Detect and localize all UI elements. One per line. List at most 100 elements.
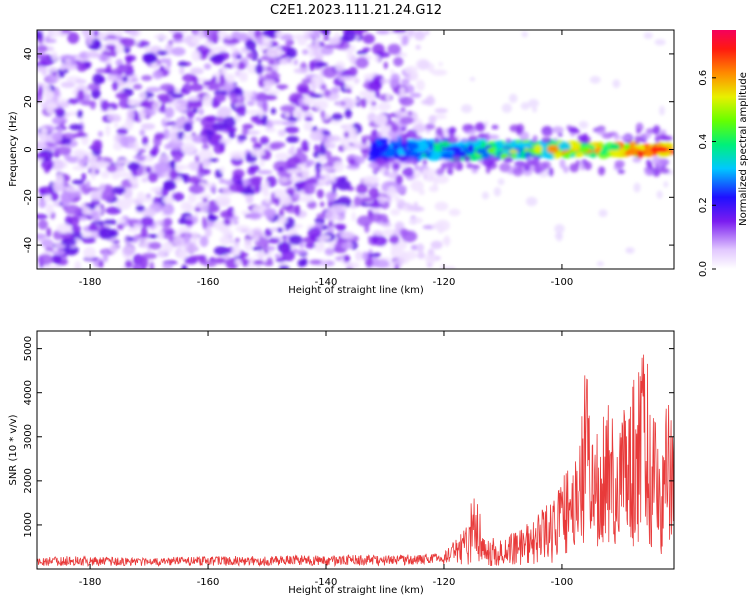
heatmap-cell	[293, 67, 310, 74]
heatmap-cell	[127, 227, 140, 233]
heatmap-cell	[643, 32, 653, 39]
heatmap-cell	[235, 258, 242, 266]
heatmap-cell	[107, 113, 121, 122]
heatmap-cell	[166, 57, 172, 68]
heatmap-cell	[313, 144, 320, 152]
heatmap-cell	[410, 180, 424, 192]
heatmap-cell	[224, 34, 234, 40]
heatmap-cell	[491, 124, 499, 130]
heatmap-cell	[415, 79, 425, 91]
heatmap-cell	[323, 36, 330, 41]
heatmap-cell	[41, 70, 47, 76]
heatmap-cell	[263, 180, 270, 192]
heatmap-band-cell	[433, 146, 443, 152]
heatmap-band-cell	[589, 151, 598, 158]
heatmap-cell	[327, 135, 341, 143]
heatmap-cell	[272, 64, 280, 71]
heatmap-cell	[147, 172, 159, 183]
heatmap-cell	[171, 138, 182, 144]
heatmap-cell	[362, 47, 371, 52]
heatmap-cell	[228, 183, 245, 193]
heatmap-cell	[320, 46, 334, 56]
heatmap-band-cell	[430, 151, 441, 160]
heatmap-cell	[146, 233, 160, 239]
heatmap-band-cell	[609, 149, 623, 157]
snr-panel: -180 -160 -140 -120 -100 1000 2000 3000 4000 500…	[8, 330, 675, 596]
heatmap-cell	[222, 229, 234, 237]
heatmap-cell	[336, 101, 342, 107]
heatmap-cell	[353, 75, 359, 85]
heatmap-cell	[134, 39, 140, 45]
heatmap-cell	[351, 98, 359, 104]
spectrogram-y-tick-label: -20	[23, 189, 34, 205]
heatmap-cell	[370, 212, 383, 223]
heatmap-cell	[202, 143, 210, 150]
heatmap-cell	[116, 127, 129, 135]
heatmap-cell	[344, 84, 354, 90]
spectrogram-x-tick-label: -160	[197, 277, 220, 288]
heatmap-cell	[383, 61, 388, 70]
heatmap-cell	[244, 130, 261, 135]
heatmap-cell	[391, 162, 401, 170]
heatmap-cell	[399, 96, 414, 107]
heatmap-cell	[589, 75, 601, 84]
heatmap-cell	[116, 198, 132, 210]
heatmap-cell	[63, 185, 79, 193]
heatmap-cell	[179, 66, 185, 75]
heatmap-cell	[235, 237, 240, 243]
heatmap-cell	[433, 114, 447, 120]
heatmap-cell	[348, 66, 358, 77]
heatmap-cell	[228, 130, 236, 139]
snr-x-tick-label: -100	[551, 577, 574, 588]
heatmap-cell	[163, 217, 173, 227]
heatmap-cell	[286, 156, 301, 167]
heatmap-cell	[434, 108, 448, 114]
heatmap-cell	[91, 88, 101, 100]
heatmap-cell	[203, 63, 212, 70]
heatmap-cell	[287, 116, 299, 122]
heatmap-band-cell	[534, 144, 543, 153]
heatmap-cell	[301, 195, 315, 203]
heatmap-cell	[106, 164, 118, 173]
heatmap-cell	[596, 128, 606, 136]
heatmap-cell	[379, 167, 385, 174]
heatmap-cell	[53, 255, 60, 263]
heatmap-cell	[270, 107, 277, 115]
heatmap-band-cell	[626, 147, 640, 156]
heatmap-cell	[242, 90, 254, 98]
heatmap-cell	[162, 241, 174, 254]
heatmap-cell	[632, 157, 642, 163]
heatmap-cell	[401, 34, 409, 46]
heatmap-cell	[156, 50, 168, 56]
heatmap-cell	[387, 43, 401, 55]
heatmap-cell	[323, 44, 340, 49]
heatmap-cell	[115, 66, 128, 72]
heatmap-cell	[401, 126, 406, 132]
heatmap-cell	[75, 59, 82, 65]
heatmap-cell	[457, 161, 464, 171]
heatmap-cell	[493, 186, 501, 197]
spectrogram-x-tick-label: -120	[433, 277, 456, 288]
heatmap-cell	[172, 192, 185, 202]
snr-y-tick-label: 3000	[23, 424, 34, 449]
heatmap-cell	[412, 123, 428, 132]
heatmap-cell	[254, 253, 269, 258]
heatmap-cell	[324, 247, 335, 256]
heatmap-cell	[52, 71, 58, 77]
heatmap-cell	[394, 221, 405, 232]
heatmap-cell	[368, 80, 383, 91]
heatmap-cell	[171, 47, 186, 56]
heatmap-cell	[63, 161, 68, 168]
heatmap-cell	[60, 62, 66, 71]
heatmap-cell	[212, 121, 228, 131]
heatmap-cell	[50, 159, 65, 171]
heatmap-cell	[225, 126, 237, 133]
heatmap-cell	[278, 58, 290, 65]
heatmap-cell	[583, 161, 592, 171]
heatmap-cell	[182, 73, 197, 83]
heatmap-cell	[213, 246, 230, 256]
heatmap-cell	[343, 30, 356, 42]
heatmap-cell	[434, 136, 440, 144]
heatmap-cell	[64, 204, 81, 215]
heatmap-cell	[431, 69, 448, 76]
